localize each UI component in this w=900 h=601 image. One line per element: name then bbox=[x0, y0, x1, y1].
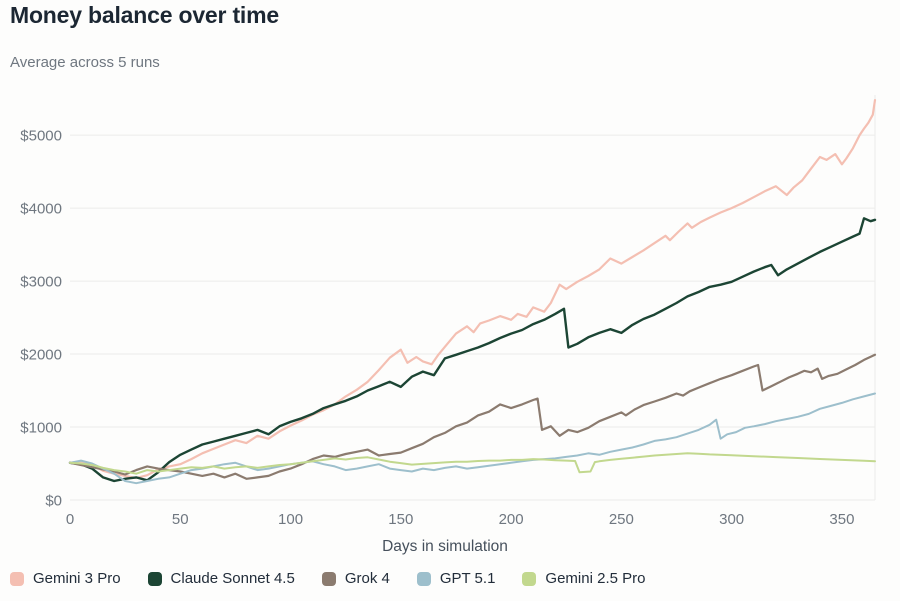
legend-item-gemini-2-5-pro: Gemini 2.5 Pro bbox=[522, 570, 645, 587]
legend-swatch-grok-4 bbox=[321, 571, 336, 586]
chart-title: Money balance over time bbox=[10, 2, 279, 28]
legend-item-gpt-5-1: GPT 5.1 bbox=[416, 570, 496, 587]
chart-subtitle: Average across 5 runs bbox=[10, 54, 160, 71]
y-tick-label-2: $2000 bbox=[20, 347, 62, 364]
series-line-gemini-3-pro bbox=[68, 99, 877, 480]
y-tick-label-4: $4000 bbox=[20, 201, 62, 218]
legend-label-gpt-5-1: GPT 5.1 bbox=[439, 570, 496, 587]
x-tick-label-4: 200 bbox=[499, 511, 524, 528]
series-line-gemini-2-5-pro bbox=[69, 452, 876, 475]
y-tick-label-5: $5000 bbox=[20, 128, 62, 145]
x-tick-label-1: 50 bbox=[172, 511, 189, 528]
legend-item-gemini-3-pro: Gemini 3 Pro bbox=[10, 570, 121, 587]
x-tick-label-3: 150 bbox=[388, 511, 413, 528]
legend-label-grok-4: Grok 4 bbox=[344, 570, 390, 587]
series-line-claude-sonnet-4-5 bbox=[68, 217, 877, 483]
x-tick-label-2: 100 bbox=[278, 511, 303, 528]
series-line-grok-4 bbox=[68, 353, 877, 480]
legend-label-claude-sonnet-4-5: Claude Sonnet 4.5 bbox=[170, 570, 295, 587]
y-tick-label-0: $0 bbox=[45, 493, 62, 510]
legend-swatch-gpt-5-1 bbox=[416, 571, 431, 586]
legend-label-gemini-3-pro: Gemini 3 Pro bbox=[33, 570, 121, 587]
x-tick-label-7: 350 bbox=[829, 511, 854, 528]
legend-swatch-claude-sonnet-4-5 bbox=[147, 571, 162, 586]
legend-swatch-gemini-3-pro bbox=[10, 571, 24, 586]
chart-legend: Gemini 3 Pro Claude Sonnet 4.5 Grok 4 GPT 5… bbox=[10, 570, 645, 587]
legend-swatch-gemini-2-5-pro bbox=[522, 571, 537, 586]
x-axis-label: Days in simulation bbox=[382, 538, 508, 555]
legend-item-claude-sonnet-4-5: Claude Sonnet 4.5 bbox=[147, 570, 295, 587]
series-line-gpt-5-1 bbox=[69, 392, 876, 485]
x-tick-label-6: 300 bbox=[719, 511, 744, 528]
x-tick-label-0: 0 bbox=[66, 511, 74, 528]
legend-label-gemini-2-5-pro: Gemini 2.5 Pro bbox=[545, 570, 646, 587]
legend-item-grok-4: Grok 4 bbox=[321, 570, 390, 587]
y-tick-label-1: $1000 bbox=[20, 420, 62, 437]
x-tick-label-5: 250 bbox=[609, 511, 634, 528]
y-tick-label-3: $3000 bbox=[20, 274, 62, 291]
